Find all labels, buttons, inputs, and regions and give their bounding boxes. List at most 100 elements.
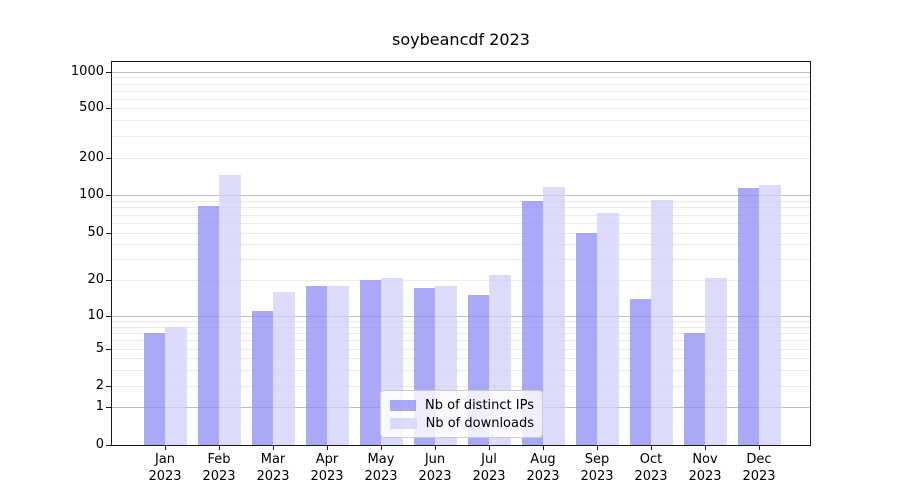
x-tick-month-jun: Jun (424, 452, 446, 467)
x-tick-label-mar: Mar 2023 (243, 451, 303, 485)
x-tick-label-apr: Apr 2023 (297, 451, 357, 485)
x-tick-month-may: May (367, 452, 395, 467)
x-tick-year-dec: 2023 (742, 469, 776, 484)
x-tick-month-jul: Jul (481, 452, 497, 467)
x-tick-year-nov: 2023 (688, 469, 722, 484)
bar-downloads-aug (543, 186, 565, 445)
gridline-900 (112, 77, 810, 78)
x-tick-mark-dec (759, 445, 760, 450)
x-tick-year-oct: 2023 (634, 469, 668, 484)
gridline-300 (112, 136, 810, 137)
y-tick-mark-1000 (106, 72, 111, 73)
x-tick-label-may: May 2023 (351, 451, 411, 485)
legend: Nb of distinct IPs Nb of downloads (380, 390, 543, 438)
gridline-1000 (112, 72, 810, 73)
gridline-40 (112, 244, 810, 245)
x-tick-mark-apr (327, 445, 328, 450)
gridline-700 (112, 91, 810, 92)
x-tick-mark-jul (489, 445, 490, 450)
x-tick-mark-aug (543, 445, 544, 450)
x-tick-year-mar: 2023 (256, 469, 290, 484)
x-tick-month-sep: Sep (584, 452, 610, 467)
legend-label-distinct-ips: Nb of distinct IPs (425, 397, 534, 413)
x-tick-month-dec: Dec (746, 452, 772, 467)
y-tick-label-1: 1 (95, 399, 104, 414)
gridline-4 (112, 358, 810, 359)
y-tick-mark-0 (106, 445, 111, 446)
y-tick-mark-1 (106, 407, 111, 408)
y-tick-mark-5 (106, 349, 111, 350)
gridline-5 (112, 349, 810, 350)
gridline-8 (112, 327, 810, 328)
x-tick-month-aug: Aug (530, 452, 556, 467)
bar-downloads-sep (597, 213, 619, 445)
legend-item-distinct-ips: Nb of distinct IPs (390, 398, 534, 413)
x-tick-label-jan: Jan 2023 (135, 451, 195, 485)
y-tick-label-10: 10 (87, 308, 104, 323)
bar-downloads-feb (219, 175, 241, 445)
x-tick-mark-may (381, 445, 382, 450)
gridline-500 (112, 108, 810, 109)
bar-distinct-ips-apr (305, 285, 328, 445)
bar-distinct-ips-aug (521, 200, 544, 445)
x-tick-month-mar: Mar (260, 452, 286, 467)
gridline-6 (112, 340, 810, 341)
x-tick-label-sep: Sep 2023 (567, 451, 627, 485)
x-tick-mark-feb (219, 445, 220, 450)
y-tick-label-50: 50 (87, 225, 104, 240)
gridline-7 (112, 333, 810, 334)
y-tick-label-100: 100 (79, 187, 104, 202)
x-tick-year-may: 2023 (364, 469, 398, 484)
bar-downloads-apr (327, 285, 349, 445)
gridline-200 (112, 158, 810, 159)
bar-downloads-nov (705, 277, 727, 445)
bar-distinct-ips-dec (737, 187, 760, 445)
legend-item-downloads: Nb of downloads (390, 416, 534, 431)
bar-distinct-ips-oct (629, 298, 652, 445)
x-tick-mark-nov (705, 445, 706, 450)
gridline-3 (112, 370, 810, 371)
y-tick-label-500: 500 (79, 100, 104, 115)
bar-distinct-ips-mar (251, 311, 274, 445)
chart-title: soybeancdf 2023 (392, 30, 530, 49)
y-tick-label-2: 2 (95, 378, 104, 393)
x-tick-year-jun: 2023 (418, 469, 452, 484)
gridline-9 (112, 321, 810, 322)
gridline-800 (112, 84, 810, 85)
gridline-100 (112, 195, 810, 196)
bar-downloads-jan (165, 326, 187, 445)
bar-distinct-ips-nov (683, 333, 706, 445)
x-tick-mark-mar (273, 445, 274, 450)
y-tick-label-20: 20 (87, 272, 104, 287)
plot-area (111, 61, 811, 446)
x-tick-label-jul: Jul 2023 (459, 451, 519, 485)
gridline-400 (112, 120, 810, 121)
x-tick-year-jul: 2023 (472, 469, 506, 484)
gridline-90 (112, 201, 810, 202)
x-tick-label-feb: Feb 2023 (189, 451, 249, 485)
bar-downloads-oct (651, 199, 673, 445)
x-tick-month-jan: Jan (154, 452, 176, 467)
x-tick-year-apr: 2023 (310, 469, 344, 484)
bar-distinct-ips-sep (575, 233, 598, 445)
x-tick-month-nov: Nov (692, 452, 718, 467)
gridline-2 (112, 386, 810, 387)
x-tick-year-feb: 2023 (202, 469, 236, 484)
x-tick-mark-jun (435, 445, 436, 450)
bar-distinct-ips-may (359, 280, 382, 445)
y-tick-label-200: 200 (79, 150, 104, 165)
gridline-70 (112, 215, 810, 216)
x-tick-year-sep: 2023 (580, 469, 614, 484)
bar-distinct-ips-feb (197, 205, 220, 445)
x-tick-year-aug: 2023 (526, 469, 560, 484)
gridline-10 (112, 316, 810, 317)
legend-swatch-downloads (390, 417, 417, 429)
x-tick-year-jan: 2023 (148, 469, 182, 484)
y-tick-mark-500 (106, 108, 111, 109)
gridline-50 (112, 233, 810, 234)
legend-label-downloads: Nb of downloads (425, 415, 534, 431)
gridline-600 (112, 99, 810, 100)
x-tick-mark-jan (165, 445, 166, 450)
y-tick-mark-50 (106, 233, 111, 234)
